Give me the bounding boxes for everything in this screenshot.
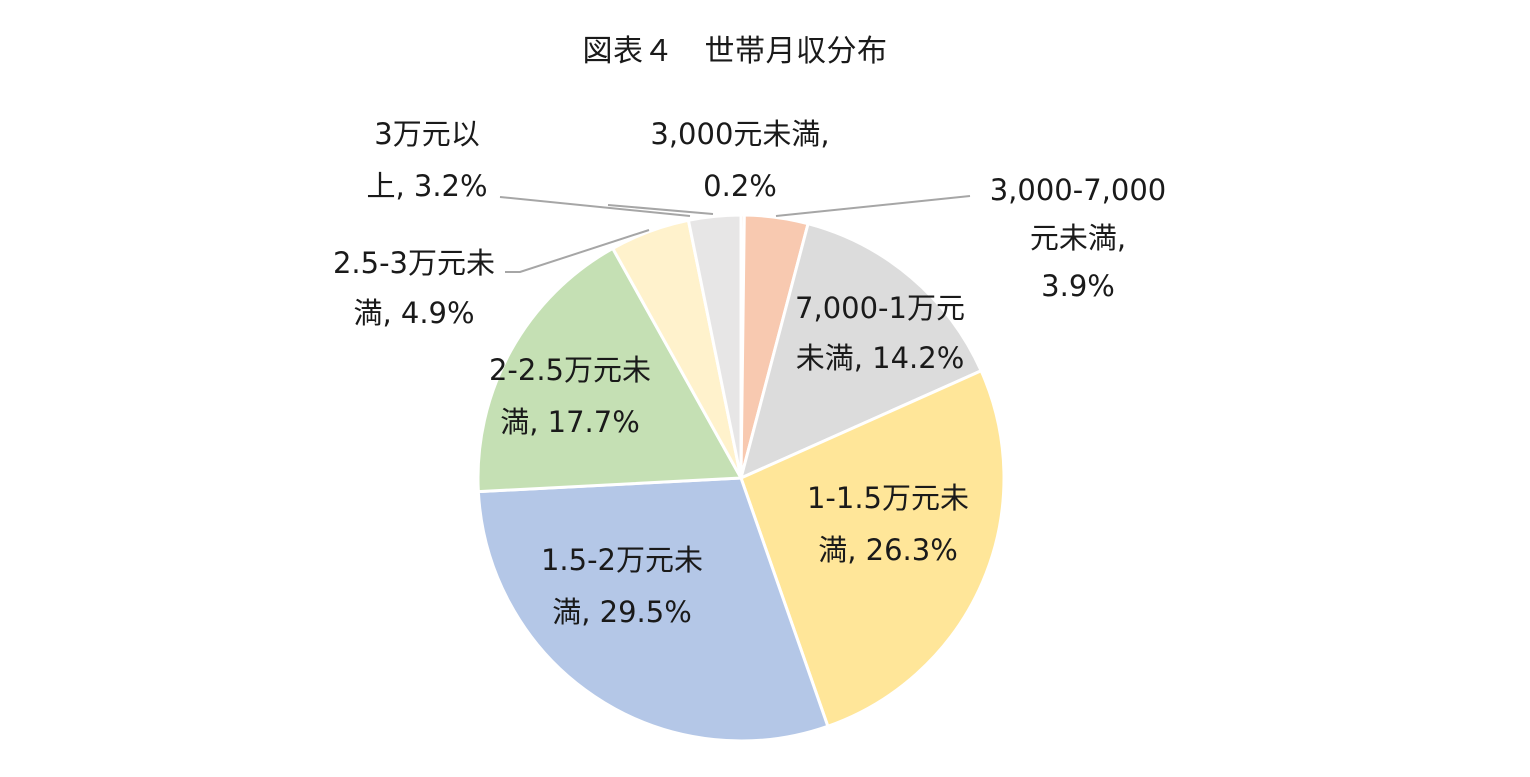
data-label-line: 3,000-7,000	[990, 173, 1167, 207]
leader-line	[775, 195, 971, 217]
data-label-line: 0.2%	[703, 169, 777, 203]
pie-slice	[476, 476, 830, 743]
data-label-line: 2-2.5万元未	[489, 353, 651, 387]
leader-line	[607, 204, 714, 215]
data-label-line: 未満, 14.2%	[796, 341, 965, 375]
data-label: 3,000-7,000 元未満, 3.9%	[990, 173, 1167, 303]
data-label: 7,000-1万元未満, 14.2%	[795, 291, 965, 375]
data-label-line: 1.5-2万元未	[541, 543, 703, 577]
pie-slices	[476, 213, 1006, 743]
data-label-line: 満, 29.5%	[552, 595, 692, 629]
slice-labels: 3,000元未満, 0.2% 3,000-7,000 元未満, 3.9% 7,000-1万…	[333, 117, 1166, 629]
data-label-line: 上, 3.2%	[366, 169, 487, 203]
leader-line	[499, 196, 691, 217]
pie-slice	[686, 213, 743, 480]
data-label: 2-2.5万元未満, 17.7%	[489, 353, 651, 439]
pie-slice	[739, 222, 983, 480]
data-label-line: 元未満,	[1030, 221, 1126, 255]
data-label: 3万元以上, 3.2%	[366, 117, 487, 203]
data-label: 1-1.5万元未満, 26.3%	[807, 481, 969, 567]
data-label-line: 3,000元未満,	[650, 117, 829, 151]
leader-lines	[499, 195, 971, 273]
data-label-line: 1-1.5万元未	[807, 481, 969, 515]
data-label: 2.5-3万元未満, 4.9%	[333, 246, 495, 330]
data-label: 1.5-2万元未満, 29.5%	[541, 543, 703, 629]
data-label-line: 満, 17.7%	[500, 405, 640, 439]
data-label-line: 3万元以	[374, 117, 479, 151]
pie-slice	[739, 369, 1006, 728]
data-label-line: 2.5-3万元未	[333, 246, 495, 280]
data-label: 3,000元未満, 0.2%	[650, 117, 829, 203]
data-label-line: 満, 4.9%	[353, 296, 474, 330]
chart-title: 図表４ 世帯月収分布	[582, 34, 888, 69]
pie-slice	[476, 246, 743, 494]
data-label-line: 3.9%	[1041, 269, 1115, 303]
data-label-line: 7,000-1万元	[795, 291, 965, 325]
leader-line	[505, 229, 650, 273]
data-label-line: 満, 26.3%	[818, 533, 958, 567]
